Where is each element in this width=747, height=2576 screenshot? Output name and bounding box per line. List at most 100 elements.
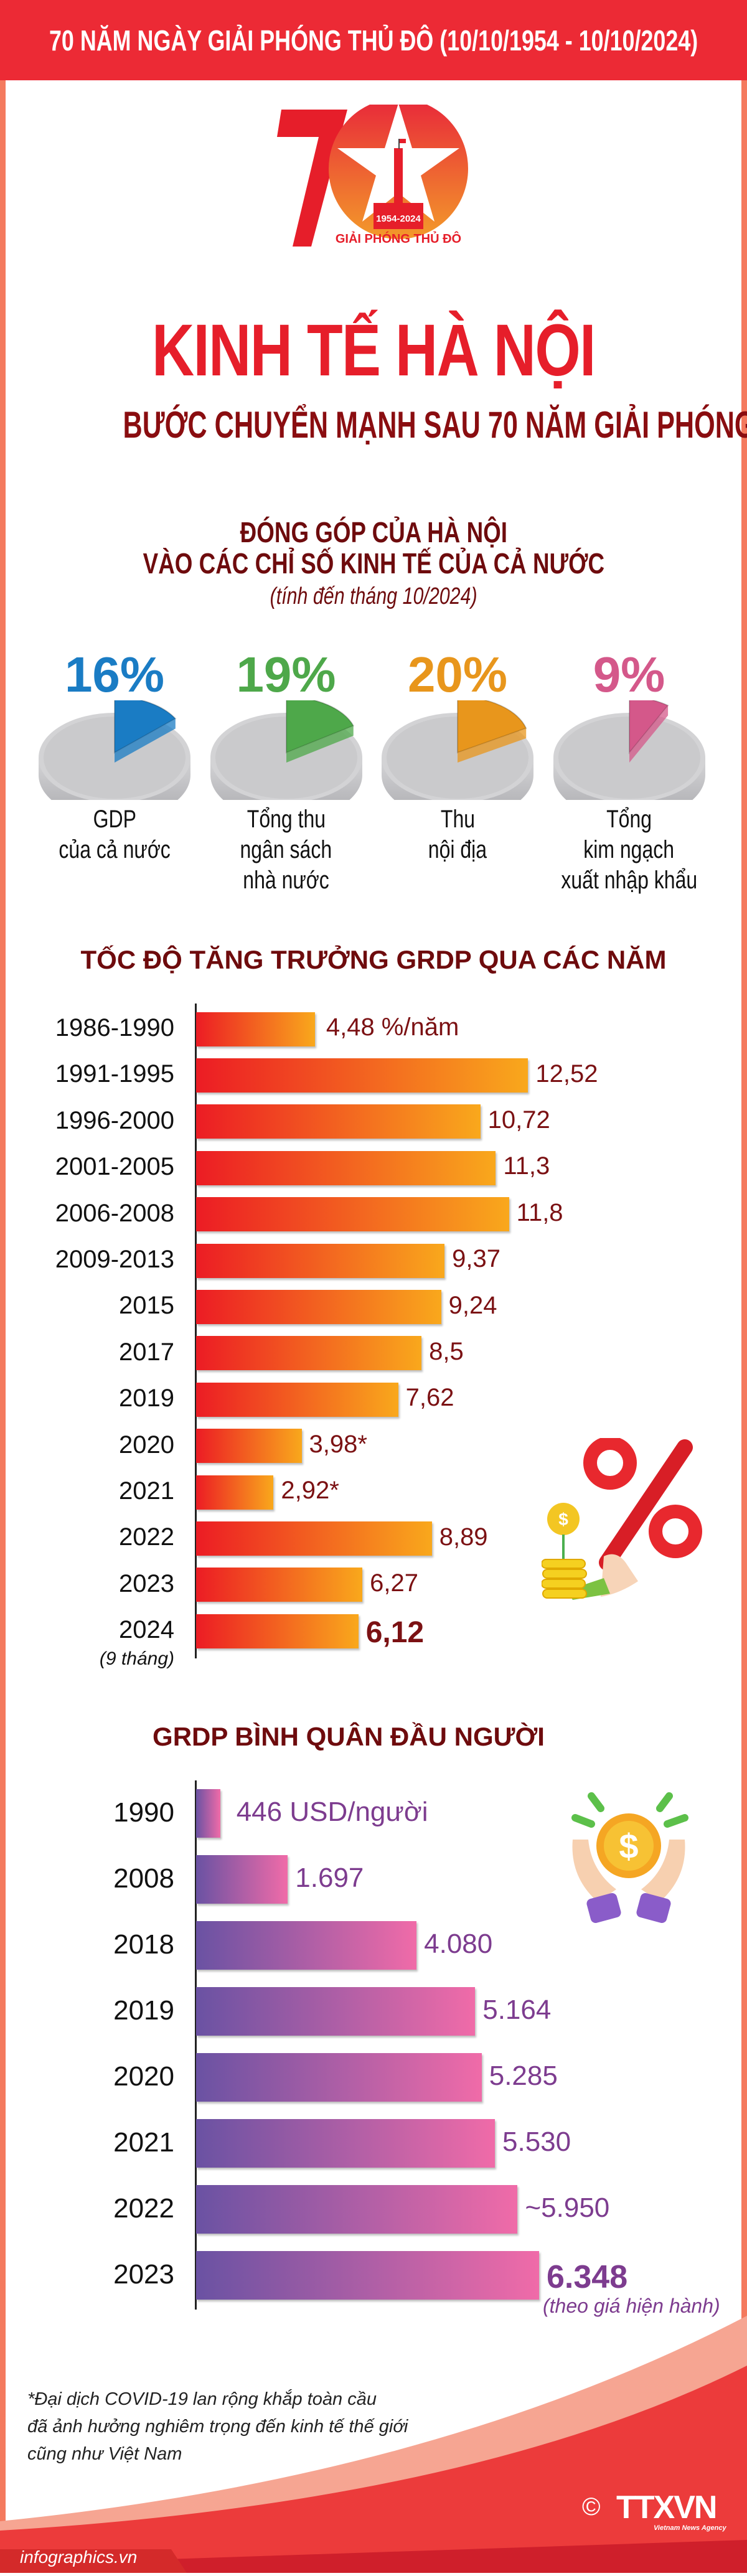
category-label: 2021 bbox=[113, 2127, 174, 2158]
value-label: 8,5 bbox=[429, 1338, 464, 1365]
main-title: KINH TẾ HÀ NỘI bbox=[152, 309, 596, 392]
bar bbox=[196, 1568, 363, 1602]
percent-value: 9% bbox=[593, 647, 665, 702]
category-label: 1991-1995 bbox=[55, 1060, 174, 1088]
footer-wave bbox=[0, 2316, 747, 2576]
pie-label: Tổng kim ngạch xuất nhập khẩu bbox=[542, 804, 716, 896]
pie-chart bbox=[552, 695, 707, 820]
bar bbox=[196, 1475, 274, 1510]
logo-caption: GIẢI PHÓNG THỦ ĐÔ bbox=[336, 231, 461, 246]
bar bbox=[196, 1921, 417, 1970]
chart-axis bbox=[195, 1003, 197, 1658]
contribution-note: (tính đến tháng 10/2024) bbox=[270, 583, 477, 609]
pie-chart bbox=[209, 695, 364, 820]
bar bbox=[196, 2053, 482, 2102]
category-label: 2017 bbox=[119, 1338, 174, 1366]
bar bbox=[196, 1150, 496, 1185]
pie-label-line: Tổng thu bbox=[247, 806, 326, 833]
category-label: 2008 bbox=[113, 1863, 174, 1894]
bar bbox=[196, 2251, 539, 2300]
value-label: 6.348 bbox=[547, 2259, 628, 2295]
value-label: 9,37 bbox=[452, 1245, 501, 1273]
contribution-title-2: VÀO CÁC CHỈ SỐ KINH TẾ CỦA CẢ NƯỚC bbox=[143, 547, 604, 580]
pie-chart bbox=[380, 695, 535, 820]
pie-label-line: GDP bbox=[93, 806, 136, 833]
percent-hand-icon: $ bbox=[541, 1436, 716, 1603]
value-label: 12,52 bbox=[535, 1060, 598, 1088]
category-label: 2019 bbox=[113, 1995, 174, 2026]
header-banner: 70 NĂM NGÀY GIẢI PHÓNG THỦ ĐÔ (10/10/195… bbox=[0, 0, 747, 80]
pie-label: Tổng thu ngân sách nhà nước bbox=[199, 804, 374, 896]
pie-chart bbox=[37, 695, 192, 820]
pie-label-line: Tổng bbox=[606, 806, 652, 833]
ttxvn-subtitle: Vietnam News Agency bbox=[654, 2524, 726, 2532]
percent-value: 19% bbox=[236, 647, 336, 702]
left-border bbox=[0, 0, 6, 2573]
bar bbox=[196, 1382, 398, 1417]
site-link[interactable]: infographics.vn bbox=[20, 2547, 138, 2567]
value-label: 7,62 bbox=[405, 1384, 454, 1412]
value-label: 8,89 bbox=[439, 1523, 488, 1551]
pie-label-line: nhà nước bbox=[243, 867, 329, 894]
bar bbox=[196, 1855, 288, 1904]
category-label: 1996-2000 bbox=[55, 1106, 174, 1134]
copyright-symbol: © bbox=[582, 2493, 601, 2521]
right-border bbox=[741, 0, 747, 2573]
category-label: 1986-1990 bbox=[55, 1014, 174, 1041]
value-label: 4,48 %/năm bbox=[326, 1013, 459, 1041]
bar bbox=[196, 1058, 529, 1093]
value-note: (theo giá hiện hành) bbox=[543, 2295, 720, 2317]
svg-text:$: $ bbox=[619, 1826, 638, 1866]
category-label: 2006-2008 bbox=[55, 1199, 174, 1227]
bar bbox=[196, 1104, 481, 1139]
bar bbox=[196, 1987, 476, 2036]
category-label: 2022 bbox=[113, 2193, 174, 2224]
value-label: 5.164 bbox=[482, 1994, 552, 2025]
percent-value: 20% bbox=[407, 647, 508, 702]
pie-label: GDP của cả nước bbox=[27, 804, 202, 865]
bar bbox=[196, 1429, 302, 1464]
category-label: 2018 bbox=[113, 1929, 174, 1960]
pie-label-line: Thu bbox=[440, 806, 475, 833]
bar bbox=[196, 2185, 518, 2234]
value-label: 4.080 bbox=[424, 1928, 493, 1959]
svg-text:$: $ bbox=[558, 1510, 568, 1529]
value-label: 3,98* bbox=[309, 1430, 367, 1458]
category-label: 2019 bbox=[119, 1384, 174, 1413]
category-label: 2022 bbox=[119, 1523, 174, 1551]
footnote-line: *Đại dịch COVID-19 lan rộng khắp toàn cầ… bbox=[27, 2389, 377, 2409]
category-label: 1990 bbox=[113, 1797, 174, 1828]
percent-value: 16% bbox=[64, 647, 165, 702]
bar bbox=[196, 1197, 509, 1232]
category-label: 2024 bbox=[119, 1616, 174, 1644]
category-label: 2020 bbox=[119, 1431, 174, 1459]
value-label: 6,27 bbox=[370, 1569, 418, 1597]
growth-chart-title: TỐC ĐỘ TĂNG TRƯỞNG GRDP QUA CÁC NĂM bbox=[80, 945, 667, 974]
subtitle: BƯỚC CHUYỂN MẠNH SAU 70 NĂM GIẢI PHÓNG bbox=[123, 404, 747, 446]
per-capita-title: GRDP BÌNH QUÂN ĐẦU NGƯỜI bbox=[153, 1722, 545, 1751]
pie-label-line: kim ngạch bbox=[583, 836, 675, 863]
footnote-line: cũng như Việt Nam bbox=[27, 2444, 182, 2464]
pie-label-line: ngân sách bbox=[240, 836, 332, 863]
bar bbox=[196, 1336, 422, 1371]
value-label: 2,92* bbox=[281, 1477, 339, 1505]
value-label: 6,12 bbox=[365, 1616, 425, 1650]
value-label: 9,24 bbox=[448, 1291, 497, 1319]
bar bbox=[196, 1012, 315, 1046]
anniversary-logo: 1954-2024 GIẢI PHÓNG THỦ ĐÔ bbox=[274, 98, 479, 251]
category-label: 2021 bbox=[119, 1477, 174, 1505]
value-label: ~5.950 bbox=[525, 2192, 610, 2223]
value-label: 10,72 bbox=[487, 1106, 550, 1134]
bar bbox=[196, 1289, 441, 1324]
logo-years: 1954-2024 bbox=[376, 214, 421, 224]
bar bbox=[196, 1243, 445, 1278]
bar bbox=[196, 1614, 359, 1648]
bar bbox=[196, 1521, 432, 1556]
category-label: 2020 bbox=[113, 2061, 174, 2092]
pie-label-line: nội địa bbox=[428, 836, 487, 863]
category-label: 2001-2005 bbox=[55, 1153, 174, 1181]
footnote: *Đại dịch COVID-19 lan rộng khắp toàn cầ… bbox=[27, 2386, 408, 2468]
category-label: 2023 bbox=[113, 2259, 174, 2290]
chart-axis bbox=[195, 1780, 197, 2310]
contribution-title-1: ĐÓNG GÓP CỦA HÀ NỘI bbox=[240, 516, 507, 548]
